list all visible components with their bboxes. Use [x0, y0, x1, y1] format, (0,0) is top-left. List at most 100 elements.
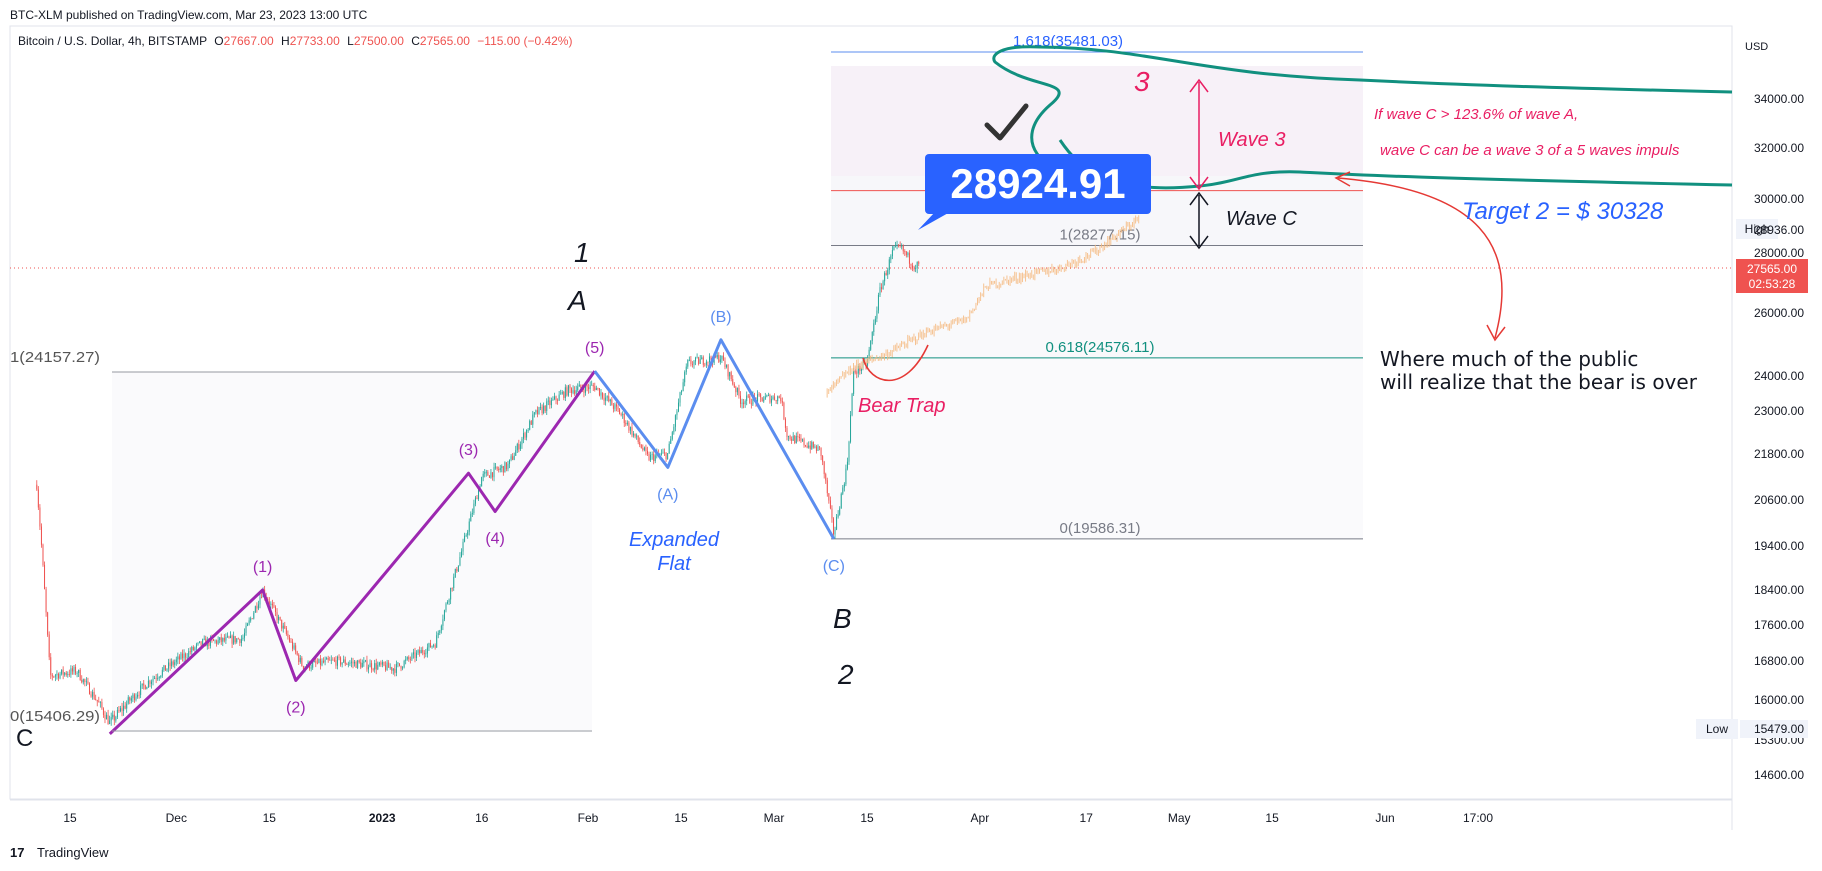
candle-body-452 [736, 388, 738, 393]
candle-body-112 [209, 637, 211, 646]
candle-body-314 [522, 433, 524, 439]
candle-body-10 [51, 674, 53, 677]
candle-body-270 [454, 568, 456, 577]
candle-body-90 [175, 659, 177, 663]
candle-body-99 [189, 651, 191, 653]
price-callout-box [925, 154, 1151, 214]
candle-body-306 [510, 456, 512, 460]
candle-body-230 [392, 668, 394, 671]
candle-body-265 [447, 602, 449, 604]
candle-body-364 [600, 392, 602, 396]
candle-body-92 [178, 656, 180, 660]
candle-body-528 [854, 370, 856, 373]
candle-body-487 [791, 439, 793, 441]
candle-body-46 [107, 714, 109, 725]
candle-body-229 [391, 667, 393, 671]
close-value: 27565.00 [419, 34, 470, 48]
candle-body-496 [805, 445, 807, 446]
candle-body-62 [132, 694, 134, 699]
x-tick-label-9: Apr [971, 811, 990, 825]
candle-body-497 [806, 446, 808, 448]
y-tick-label-2: 16000.00 [1754, 693, 1804, 707]
bear-trap-label: Bear Trap [858, 395, 945, 417]
x-axis-ticks: 15 Dec 15 2023 16 Feb 15 Mar 15 Apr 17 May 15 Jun 17:0… [63, 811, 1493, 825]
y-tick-label-13: 30000.00 [1754, 192, 1804, 206]
candle-body-102 [194, 647, 196, 651]
candle-body-47 [109, 720, 111, 724]
candle-body-445 [726, 365, 728, 368]
candle-body-137 [248, 620, 250, 624]
candle-body-456 [743, 402, 745, 405]
candle-body-177 [310, 667, 312, 669]
candle-body-36 [92, 691, 94, 697]
candle-body-275 [462, 541, 464, 552]
candle-body-205 [354, 661, 356, 664]
candle-body-359 [592, 384, 594, 387]
candle-body-288 [482, 473, 484, 478]
price-callout-text: 28924.91 [950, 160, 1125, 207]
fib-zone-lower [831, 246, 1363, 359]
candle-body-68 [141, 683, 143, 686]
candle-body-329 [546, 401, 548, 411]
candle-body-520 [842, 487, 844, 494]
y-axis-ticks: 14600.0015300.0016000.0016800.0017600.00… [1754, 92, 1804, 782]
low-value: 15479.00 [1754, 722, 1804, 736]
candle-body-421 [688, 359, 690, 361]
candle-body-251 [425, 653, 427, 655]
fib-label-4: 0(19586.31) [1060, 520, 1141, 537]
candle-body-119 [220, 637, 222, 642]
candle-body-567 [915, 268, 917, 269]
candle-body-447 [729, 372, 731, 377]
candle-body-31 [84, 679, 86, 682]
wave3-label: Wave 3 [1218, 129, 1285, 151]
candle-body-545 [881, 287, 883, 290]
candle-body-38 [95, 698, 97, 700]
candle-body-519 [840, 493, 842, 509]
candle-body-14 [57, 673, 59, 679]
close-label: C [411, 34, 420, 48]
candle-body-305 [509, 459, 511, 464]
candle-body-58 [126, 703, 128, 709]
candle-body-418 [684, 372, 686, 383]
candle-body-103 [195, 644, 197, 648]
candle-body-76 [154, 677, 156, 679]
candle-body-332 [550, 400, 552, 406]
candle-body-375 [617, 406, 619, 410]
candle-body-467 [760, 394, 762, 398]
candle-body-538 [870, 340, 872, 350]
candle-body-117 [217, 640, 219, 644]
candle-body-61 [130, 698, 132, 701]
footer-brand[interactable]: TradingView [37, 845, 109, 860]
candle-body-429 [701, 357, 703, 360]
if-wave-line2: wave C can be a wave 3 of a 5 waves impu… [1380, 142, 1680, 159]
candle-body-471 [766, 395, 768, 397]
tradingview-logo-icon: 17 [10, 845, 24, 860]
candle-body-517 [837, 514, 839, 517]
candle-body-162 [287, 634, 289, 638]
candle-body-522 [845, 468, 847, 485]
candle-body-299 [499, 468, 501, 470]
low-value-box [1740, 720, 1808, 738]
candle-body-255 [431, 645, 433, 648]
candle-body-101 [192, 647, 194, 650]
candle-body-308 [513, 455, 515, 460]
candle-body-527 [853, 370, 855, 394]
candle-body-345 [571, 388, 573, 393]
candle-body-316 [526, 429, 528, 438]
candle-body-413 [676, 411, 678, 416]
symbol-name[interactable]: Bitcoin / U.S. Dollar, 4h, BITSTAMP [18, 34, 207, 48]
x-tick-label-8: 15 [860, 811, 874, 825]
candle-body-469 [763, 399, 765, 402]
candle-body-509 [825, 474, 827, 481]
candle-body-273 [459, 557, 461, 566]
candle-body-247 [419, 650, 421, 654]
candle-body-225 [385, 665, 387, 671]
label-a: A [566, 285, 587, 316]
candle-body-152 [271, 603, 273, 606]
candle-body-380 [625, 423, 627, 425]
candle-body-59 [127, 697, 129, 704]
candle-body-328 [544, 405, 546, 411]
candle-body-83 [164, 665, 166, 671]
candle-body-271 [456, 568, 458, 572]
